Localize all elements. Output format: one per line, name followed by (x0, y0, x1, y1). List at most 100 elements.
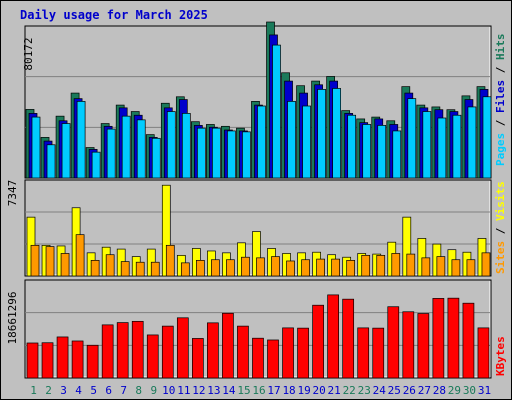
day-label: 24 (373, 384, 387, 397)
ytick-label-kbytes: 18661296 (6, 292, 19, 345)
kbytes-bar (282, 327, 294, 379)
sites-bar (150, 261, 160, 277)
pages-bar (422, 111, 432, 179)
chart-legend: KBytes (494, 336, 507, 376)
day-label: 9 (150, 384, 157, 397)
sites-bar (30, 244, 40, 277)
sites-bar (421, 257, 431, 277)
pages-bar (166, 111, 176, 179)
day-label: 10 (162, 384, 175, 397)
kbytes-bar (252, 337, 264, 379)
day-label: 6 (105, 384, 112, 397)
day-label: 28 (433, 384, 446, 397)
pages-bar (392, 130, 402, 179)
sites-bar (406, 253, 416, 277)
kbytes-bar (312, 304, 324, 379)
sites-bar (301, 259, 310, 277)
pages-bar (377, 125, 387, 179)
pages-bar (287, 101, 296, 179)
pages-bar (317, 89, 326, 179)
pages-bar (227, 130, 236, 179)
sites-bar (226, 259, 235, 277)
sites-bar (120, 261, 130, 277)
sites-bar (361, 254, 371, 277)
day-label: 8 (135, 384, 142, 397)
pages-bar (76, 101, 86, 179)
day-label: 14 (222, 384, 236, 397)
chart-legend: Sites / Visits (494, 181, 507, 274)
day-label: 16 (252, 384, 265, 397)
day-label: 18 (282, 384, 295, 397)
sites-bar (165, 244, 175, 277)
kbytes-bar (297, 327, 309, 379)
pages-bar (362, 124, 372, 179)
pages-bar (151, 137, 161, 179)
sites-bar (451, 259, 461, 277)
pages-bar (347, 114, 357, 179)
kbytes-bar (222, 312, 234, 379)
pages-bar (407, 98, 417, 179)
pages-bar (467, 106, 477, 179)
legend-files: Files (494, 80, 507, 113)
kbytes-bar (357, 327, 370, 379)
pages-bar (212, 127, 221, 179)
sites-bar (211, 259, 220, 277)
kbytes-bar (86, 344, 99, 379)
pages-bar (257, 105, 266, 179)
day-label: 4 (75, 384, 82, 397)
kbytes-bar (116, 322, 129, 379)
pages-bar (91, 151, 101, 179)
sites-bar (286, 260, 295, 277)
day-label: 20 (313, 384, 326, 397)
chart-title: Daily usage for March 2025 (20, 8, 208, 22)
day-label: 26 (403, 384, 416, 397)
day-label: 21 (328, 384, 341, 397)
kbytes-bar (372, 327, 385, 379)
sites-bar (196, 259, 205, 277)
pages-bar (452, 114, 462, 179)
kbytes-bar (176, 317, 189, 379)
sites-bar (466, 259, 476, 277)
day-label: 17 (267, 384, 280, 397)
legend-visits: Visits (494, 181, 507, 221)
day-label: 22 (343, 384, 356, 397)
sites-bar (346, 259, 356, 277)
kbytes-bar (41, 342, 54, 379)
day-label: 19 (297, 384, 310, 397)
legend-kbytes: KBytes (494, 336, 507, 376)
kbytes-bar (101, 324, 114, 379)
kbytes-bar (267, 339, 279, 379)
legend-sites: Sites (494, 241, 507, 274)
kbytes-bar (417, 313, 430, 379)
day-label: 1 (30, 384, 37, 397)
sites-bar (331, 258, 340, 277)
sites-bar (180, 262, 190, 277)
day-label: 2 (45, 384, 52, 397)
day-label: 23 (358, 384, 371, 397)
sites-bar (90, 259, 100, 277)
sites-bar (316, 258, 325, 277)
day-label: 11 (177, 384, 190, 397)
sites-bar (376, 254, 386, 277)
sites-bar (45, 246, 55, 277)
ytick-label-visits: 7347 (6, 180, 19, 207)
sites-bar (105, 254, 115, 277)
day-label: 3 (60, 384, 67, 397)
pages-bar (61, 123, 71, 179)
legend-pages: Pages (494, 133, 507, 166)
pages-bar (181, 113, 191, 179)
day-label: 7 (120, 384, 127, 397)
day-label: 31 (478, 384, 491, 397)
kbytes-bar (402, 311, 415, 379)
day-label: 25 (388, 384, 401, 397)
kbytes-bar (462, 302, 475, 379)
kbytes-bar (131, 320, 144, 379)
kbytes-bar (56, 336, 69, 379)
pages-bar (136, 119, 146, 179)
sites-bar (481, 252, 491, 277)
kbytes-bar (387, 306, 400, 379)
day-label: 12 (192, 384, 205, 397)
sites-bar (60, 253, 70, 277)
pages-bar (46, 144, 56, 179)
